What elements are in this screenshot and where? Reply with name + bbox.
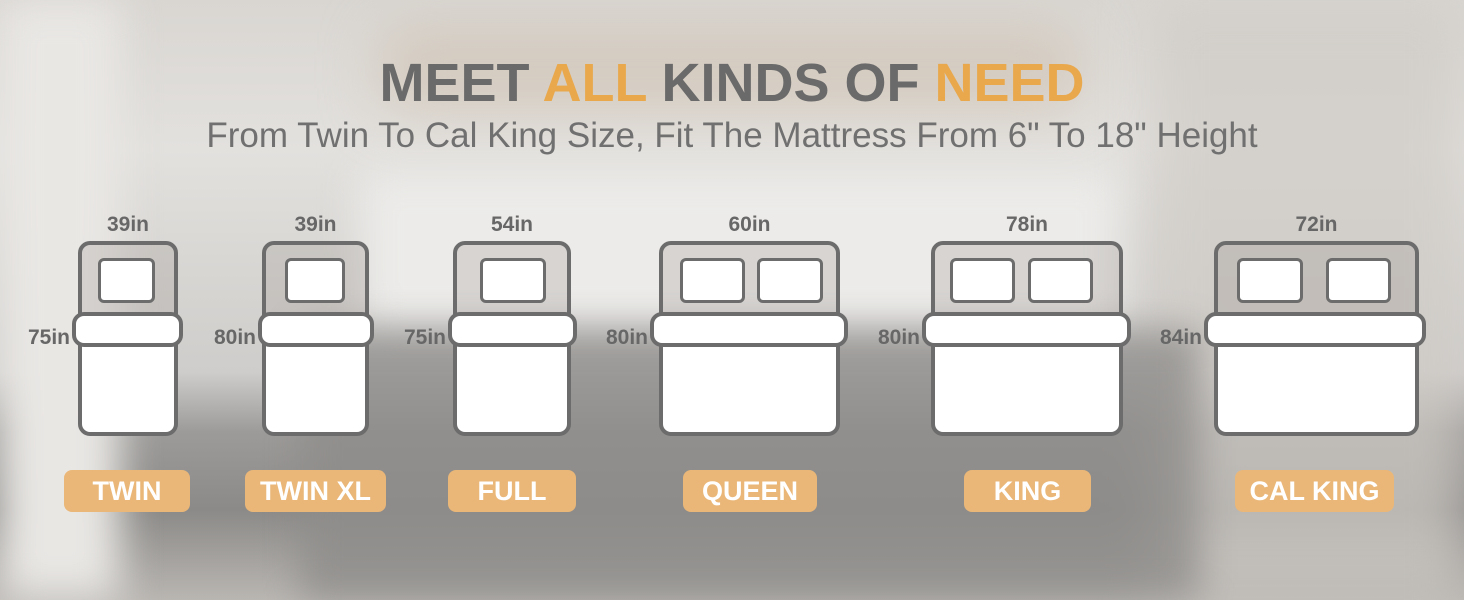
blanket-fold (1204, 312, 1426, 347)
bed-width-label: 39in (106, 213, 150, 236)
blanket-fold (922, 312, 1131, 347)
blanket-fold (650, 312, 848, 347)
pillow-icon (680, 258, 745, 303)
blanket-fold (448, 312, 577, 347)
pillow-icon (98, 258, 155, 303)
bed-width-label: 72in (1295, 213, 1338, 236)
headline-highlight: ALL (542, 53, 647, 113)
bed-length-label: 80in (605, 326, 648, 349)
subtitle: From Twin To Cal King Size, Fit The Matt… (206, 116, 1258, 155)
bed-length-label: 80in (213, 326, 256, 349)
bed-length-label: 75in (403, 326, 446, 349)
pillow-icon (1237, 258, 1303, 303)
bed-width-label: 60in (728, 213, 771, 236)
background (360, 170, 1120, 330)
pillow-icon (950, 258, 1015, 303)
pillow-icon (1326, 258, 1391, 303)
bed-length-label: 80in (877, 326, 920, 349)
bed-width-label: 78in (1005, 213, 1049, 236)
headline: MEET ALL KINDS OF NEED (0, 52, 1464, 114)
background (380, 30, 1080, 110)
headline-text: MEET (379, 53, 543, 113)
blanket-fold (258, 312, 374, 347)
pillow-icon (285, 258, 345, 303)
bed-width-label: 54in (490, 213, 534, 236)
pillow-icon (480, 258, 546, 303)
headline-highlight: NEED (934, 53, 1085, 113)
bed-length-label: 75in (27, 326, 70, 349)
bed-length-label: 84in (1159, 326, 1202, 349)
bed-width-label: 39in (294, 213, 337, 236)
headline-text: KINDS OF (646, 53, 935, 113)
size-label-queen: QUEEN (683, 470, 817, 512)
size-label-cal-king: CAL KING (1235, 470, 1394, 512)
blanket-fold (72, 312, 183, 347)
size-label-full: FULL (448, 470, 576, 512)
size-label-twin-xl: TWIN XL (245, 470, 386, 512)
pillow-icon (1028, 258, 1093, 303)
pillow-icon (757, 258, 823, 303)
size-label-king: KING (964, 470, 1091, 512)
size-label-twin: TWIN (64, 470, 190, 512)
